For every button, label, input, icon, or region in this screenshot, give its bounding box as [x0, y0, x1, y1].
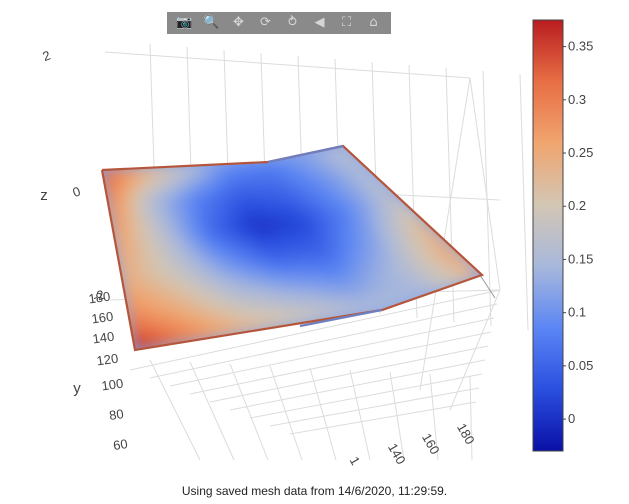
z-tick-label: -2: [90, 287, 106, 305]
y-tick-label: 180: [88, 289, 112, 307]
y-tick-label: 160: [91, 309, 115, 327]
pan-icon[interactable]: ✥: [233, 15, 244, 30]
surface: [100, 144, 485, 352]
axis-ticks: -2 0 2 z 60 80 100 120 140 160 180 y 1 140 160 180: [40, 47, 478, 467]
reset-camera-icon[interactable]: ◀: [314, 15, 325, 30]
orbit-rotation-icon[interactable]: ⟳: [260, 15, 271, 30]
y-tick-label: 60: [112, 436, 128, 453]
colorbar-tick-label: 0.3: [568, 92, 586, 107]
z-axis-title: z: [40, 187, 48, 204]
modebar: 📷 🔍 ✥ ⟳ ⥁ ◀ ⛶ ⌂: [167, 12, 391, 34]
colorbar-gradient: [532, 19, 564, 452]
reset-last-view-icon[interactable]: ⛶: [341, 15, 352, 30]
x-tick-label: 140: [385, 441, 409, 467]
y-tick-label: 80: [108, 406, 124, 423]
colorbar-tick-label: 0.1: [568, 305, 586, 320]
turntable-rotation-icon[interactable]: ⥁: [288, 15, 297, 30]
home-icon[interactable]: ⌂: [369, 15, 378, 30]
zoom-icon[interactable]: 🔍: [203, 15, 220, 30]
y-tick-label: 100: [101, 376, 125, 394]
y-tick-label: 140: [92, 329, 116, 347]
colorbar-tick-label: 0.2: [568, 198, 586, 213]
x-tick-label: 160: [419, 431, 443, 457]
colorbar-tick-label: 0.05: [568, 358, 593, 373]
colorbar-tick-label: 0.15: [568, 251, 593, 266]
y-axis-title: y: [73, 380, 81, 397]
colorbar: 0 0.05 0.1 0.15 0.2 0.25 0.3 0.35: [532, 19, 593, 452]
mesh-data-caption: Using saved mesh data from 14/6/2020, 11…: [181, 484, 448, 498]
z-tick-label: 2: [40, 47, 52, 64]
camera-icon[interactable]: 📷: [176, 15, 193, 30]
y-tick-label: 120: [96, 351, 120, 369]
x-tick-label: 1: [347, 454, 364, 468]
colorbar-tick-label: 0.25: [568, 145, 593, 160]
colorbar-tick-label: 0.35: [568, 39, 593, 54]
x-tick-label: 180: [454, 421, 478, 447]
z-tick-label: 0: [70, 183, 82, 200]
colorbar-tick-label: 0: [568, 411, 575, 426]
